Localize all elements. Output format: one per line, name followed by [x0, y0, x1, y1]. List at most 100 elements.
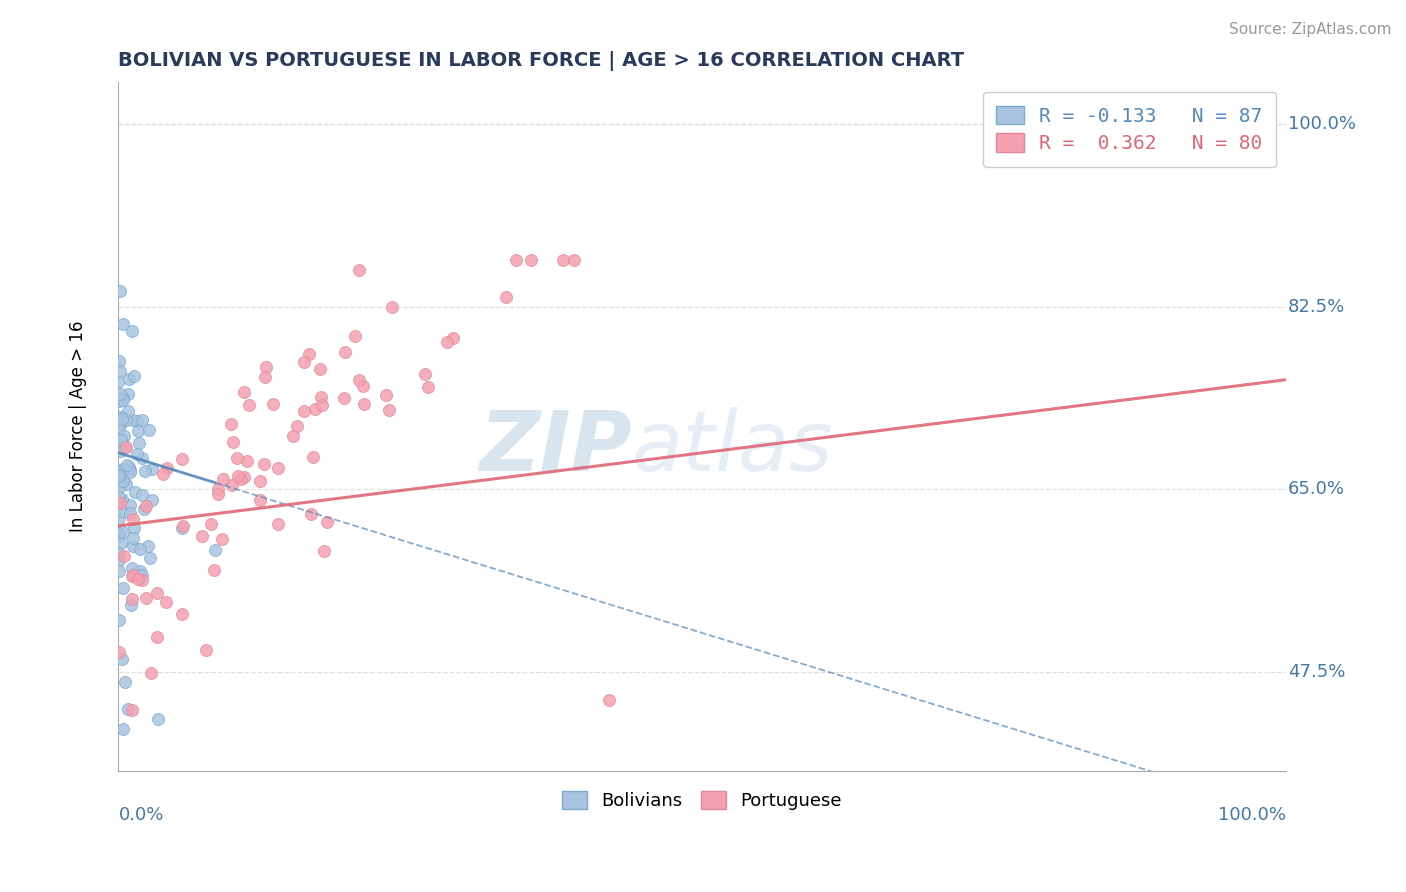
- Point: [333, 345, 356, 359]
- Text: 65.0%: 65.0%: [1288, 481, 1346, 499]
- Point: [598, 693, 620, 707]
- Point: [107, 613, 129, 627]
- Point: [238, 398, 260, 412]
- Point: [120, 599, 142, 613]
- Point: [135, 591, 157, 605]
- Point: [114, 675, 136, 690]
- Point: [212, 472, 235, 486]
- Point: [107, 375, 129, 389]
- Point: [352, 379, 374, 393]
- Point: [110, 536, 132, 550]
- Point: [249, 492, 271, 507]
- Text: ZIP: ZIP: [479, 407, 631, 488]
- Point: [108, 490, 131, 504]
- Point: [107, 546, 129, 560]
- Point: [122, 412, 145, 426]
- Point: [115, 413, 138, 427]
- Point: [107, 434, 129, 448]
- Point: [131, 574, 153, 588]
- Point: [108, 510, 131, 524]
- Point: [333, 391, 356, 405]
- Point: [505, 252, 527, 267]
- Point: [108, 353, 131, 368]
- Point: [120, 506, 142, 520]
- Point: [495, 290, 517, 304]
- Point: [520, 252, 543, 267]
- Point: [254, 359, 277, 374]
- Point: [127, 425, 149, 439]
- Text: 100.0%: 100.0%: [1288, 115, 1355, 133]
- Point: [267, 461, 290, 475]
- Point: [235, 454, 257, 468]
- Point: [112, 429, 135, 443]
- Point: [221, 478, 243, 492]
- Point: [229, 472, 252, 486]
- Point: [311, 398, 333, 412]
- Point: [141, 492, 163, 507]
- Point: [107, 496, 129, 510]
- Point: [292, 355, 315, 369]
- Point: [131, 451, 153, 466]
- Point: [298, 346, 321, 360]
- Point: [204, 563, 226, 577]
- Point: [254, 370, 277, 384]
- Point: [117, 458, 139, 473]
- Point: [309, 361, 332, 376]
- Point: [129, 564, 152, 578]
- Point: [194, 643, 217, 657]
- Point: [107, 564, 129, 578]
- Point: [110, 435, 132, 450]
- Point: [108, 387, 131, 401]
- Point: [381, 300, 404, 314]
- Point: [413, 367, 436, 381]
- Point: [121, 324, 143, 338]
- Point: [110, 433, 132, 447]
- Point: [316, 515, 339, 529]
- Point: [121, 703, 143, 717]
- Point: [131, 412, 153, 426]
- Text: atlas: atlas: [631, 407, 834, 488]
- Text: In Labor Force | Age > 16: In Labor Force | Age > 16: [69, 321, 87, 533]
- Point: [111, 474, 134, 488]
- Point: [127, 572, 149, 586]
- Point: [121, 591, 143, 606]
- Point: [128, 542, 150, 557]
- Point: [121, 560, 143, 574]
- Point: [139, 551, 162, 566]
- Point: [207, 487, 229, 501]
- Point: [172, 521, 194, 535]
- Point: [304, 401, 326, 416]
- Point: [125, 447, 148, 461]
- Point: [117, 701, 139, 715]
- Point: [111, 317, 134, 331]
- Point: [128, 435, 150, 450]
- Point: [309, 390, 332, 404]
- Point: [441, 331, 464, 345]
- Text: 47.5%: 47.5%: [1288, 663, 1346, 681]
- Point: [108, 475, 131, 489]
- Point: [377, 403, 399, 417]
- Point: [1211, 122, 1233, 136]
- Point: [562, 252, 585, 267]
- Point: [122, 568, 145, 582]
- Point: [249, 474, 271, 488]
- Point: [134, 464, 156, 478]
- Point: [156, 461, 179, 475]
- Point: [204, 543, 226, 558]
- Point: [146, 630, 169, 644]
- Point: [112, 549, 135, 563]
- Point: [232, 470, 254, 484]
- Point: [170, 607, 193, 622]
- Point: [253, 458, 276, 472]
- Point: [112, 462, 135, 476]
- Point: [107, 645, 129, 659]
- Point: [436, 335, 458, 350]
- Point: [349, 373, 371, 387]
- Point: [299, 507, 322, 521]
- Point: [108, 465, 131, 479]
- Legend: Bolivians, Portuguese: Bolivians, Portuguese: [555, 784, 849, 817]
- Point: [110, 416, 132, 430]
- Point: [131, 488, 153, 502]
- Point: [108, 393, 131, 408]
- Point: [107, 553, 129, 567]
